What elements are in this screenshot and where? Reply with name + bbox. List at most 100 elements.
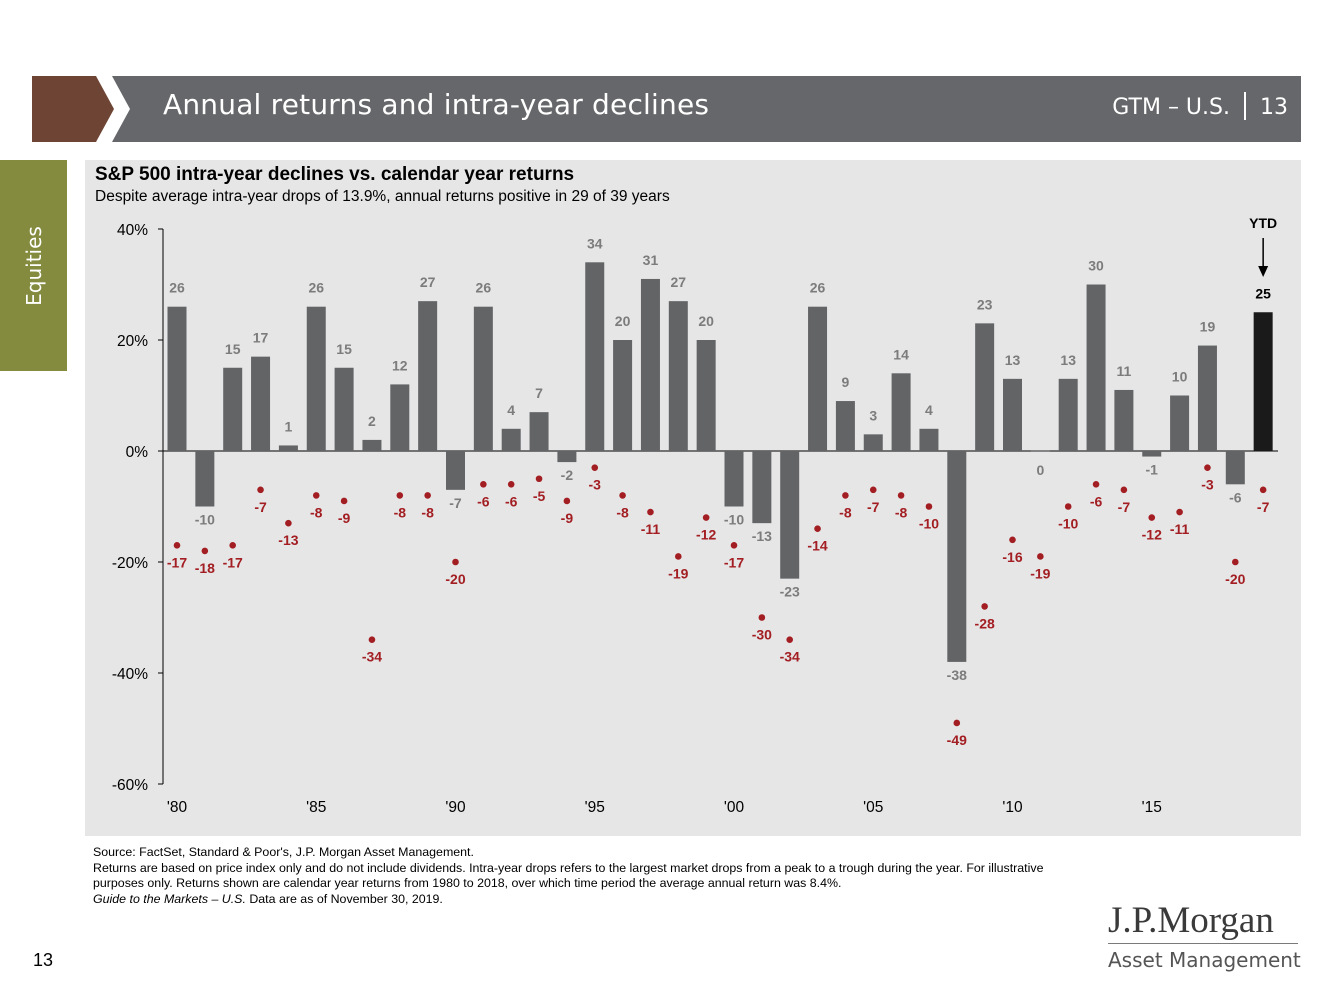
drawdown-dot bbox=[842, 492, 849, 499]
chart-panel bbox=[85, 160, 1301, 836]
drawdown-label: -30 bbox=[752, 627, 772, 643]
bar bbox=[446, 451, 465, 490]
bar bbox=[334, 367, 354, 451]
bar bbox=[696, 340, 716, 451]
drawdown-label: -17 bbox=[223, 554, 243, 570]
drawdown-label: -20 bbox=[1225, 571, 1245, 587]
x-tick-label: '95 bbox=[585, 799, 605, 816]
drawdown-dot bbox=[368, 636, 376, 643]
gtm-text: GTM – U.S. bbox=[1112, 95, 1230, 120]
drawdown-dot bbox=[897, 492, 905, 499]
drawdown-label: -5 bbox=[533, 488, 546, 504]
bar-value-label: 1 bbox=[285, 418, 293, 434]
section-arrow-shape bbox=[32, 76, 114, 142]
drawdown-dot bbox=[480, 481, 487, 488]
drawdown-dot bbox=[675, 553, 682, 560]
drawdown-label: -8 bbox=[895, 504, 908, 520]
bar-value-label: 19 bbox=[1200, 319, 1216, 335]
bar-value-label: 27 bbox=[420, 274, 436, 290]
bar bbox=[306, 306, 326, 451]
bar bbox=[278, 445, 298, 451]
bar-value-label: -10 bbox=[195, 512, 215, 528]
drawdown-label: -28 bbox=[975, 615, 995, 631]
drawdown-dot bbox=[1009, 536, 1016, 544]
drawdown-dot bbox=[647, 508, 654, 516]
bar bbox=[1086, 284, 1106, 451]
drawdown-label: -34 bbox=[780, 649, 800, 665]
bar bbox=[529, 412, 549, 451]
bar-value-label: 15 bbox=[225, 341, 241, 357]
page-number: 13 bbox=[33, 950, 54, 970]
y-tick-label: 20% bbox=[117, 333, 148, 350]
bar bbox=[1225, 451, 1245, 485]
bar-value-label: 14 bbox=[893, 346, 909, 362]
bar-value-label: 2 bbox=[368, 413, 376, 429]
drawdown-label: -10 bbox=[919, 516, 939, 532]
drawdown-dot bbox=[869, 486, 877, 494]
x-tick-label: '85 bbox=[306, 799, 326, 816]
bar-value-label: 15 bbox=[336, 341, 352, 357]
drawdown-dot bbox=[1176, 508, 1183, 516]
drawdown-label: -6 bbox=[477, 493, 490, 509]
drawdown-dot bbox=[396, 492, 404, 499]
bar bbox=[557, 451, 577, 463]
drawdown-label: -17 bbox=[724, 554, 744, 570]
ytd-label: YTD bbox=[1249, 215, 1277, 231]
drawdown-label: -17 bbox=[167, 554, 187, 570]
bar-value-label: 0 bbox=[1036, 462, 1044, 478]
section-arrow bbox=[32, 76, 114, 142]
bar bbox=[780, 451, 800, 579]
bar-value-label: 27 bbox=[671, 274, 687, 290]
bar bbox=[863, 434, 883, 451]
y-tick-label: -20% bbox=[112, 555, 148, 572]
drawdown-label: -6 bbox=[1090, 493, 1103, 509]
bar bbox=[1003, 378, 1022, 451]
bar-value-label: 25 bbox=[1255, 285, 1271, 301]
drawdown-dot bbox=[285, 519, 292, 527]
bar bbox=[195, 451, 215, 507]
drawdown-dot bbox=[925, 503, 933, 510]
drawdown-dot bbox=[229, 542, 236, 549]
bar-value-label: -7 bbox=[449, 495, 462, 511]
bar-value-label: 13 bbox=[1005, 352, 1021, 368]
bar-value-label: 34 bbox=[587, 235, 603, 251]
jpmorgan-logo: J.P.Morgan Asset Management bbox=[1108, 902, 1302, 972]
drawdown-dot bbox=[257, 486, 264, 494]
drawdown-dot bbox=[1232, 558, 1239, 566]
bar-value-label: 3 bbox=[869, 407, 877, 423]
bar bbox=[585, 262, 605, 451]
bar-value-label: 20 bbox=[615, 313, 631, 329]
drawdown-label: -3 bbox=[589, 477, 602, 493]
bar bbox=[1030, 450, 1050, 452]
drawdown-dot bbox=[814, 525, 821, 532]
drawdown-label: -7 bbox=[254, 499, 267, 515]
x-tick-label: '00 bbox=[724, 799, 745, 816]
drawdown-label: -12 bbox=[1142, 527, 1162, 543]
side-tab-equities[interactable]: Equities bbox=[0, 160, 67, 371]
drawdown-dot bbox=[1064, 503, 1072, 510]
bar-value-label: -10 bbox=[724, 512, 744, 528]
drawdown-label: -18 bbox=[195, 560, 215, 576]
bar-value-label: 26 bbox=[308, 280, 324, 296]
bar-value-label: 26 bbox=[476, 280, 492, 296]
bar bbox=[418, 301, 438, 451]
drawdown-label: -9 bbox=[338, 510, 351, 526]
bar-value-label: 13 bbox=[1060, 352, 1076, 368]
bar bbox=[668, 301, 688, 451]
bar-value-label: 4 bbox=[507, 402, 515, 418]
drawdown-dot bbox=[535, 475, 543, 483]
bar bbox=[752, 451, 772, 524]
drawdown-label: -13 bbox=[278, 532, 298, 548]
guide-note: Guide to the Markets – U.S. Data are as … bbox=[93, 892, 1053, 908]
drawdown-label: -8 bbox=[421, 504, 434, 520]
gtm-label: GTM – U.S. 13 bbox=[1112, 92, 1288, 120]
bar bbox=[891, 373, 911, 451]
drawdown-dot bbox=[619, 492, 626, 499]
bar-value-label: 9 bbox=[842, 374, 850, 390]
bar bbox=[167, 306, 187, 451]
x-tick-label: '90 bbox=[445, 799, 466, 816]
bar bbox=[919, 428, 939, 451]
bar-value-label: 11 bbox=[1116, 363, 1131, 379]
bar-value-label: 26 bbox=[810, 280, 826, 296]
y-tick-label: -40% bbox=[112, 666, 148, 683]
